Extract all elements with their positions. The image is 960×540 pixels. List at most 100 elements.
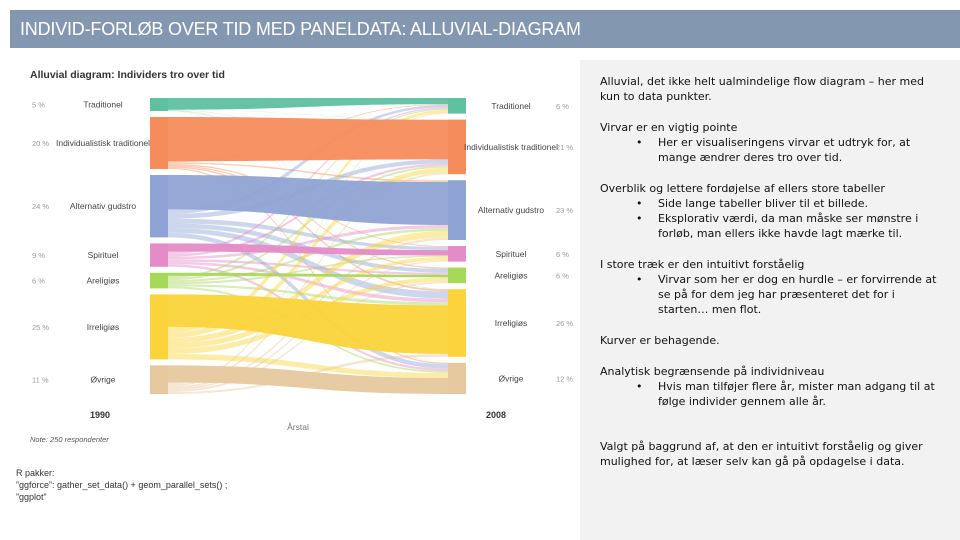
note-text: I store træk er den intuitivt forståelig bbox=[600, 258, 805, 271]
notes-list: Alluvial, det ikke helt ualmindelige flo… bbox=[600, 74, 945, 469]
note-bullet-text: Hvis man tilføjer flere år, mister man a… bbox=[658, 380, 935, 408]
node-label-1990: Individualistisk traditionel bbox=[56, 138, 150, 148]
pct-label-1990: 11 % bbox=[32, 376, 49, 385]
flow-5-to-0 bbox=[168, 109, 448, 333]
note-bullets: • Virvar som her er dog en hurdle – er fo… bbox=[600, 272, 945, 317]
flow-4-to-4 bbox=[168, 272, 448, 278]
node-2008-1 bbox=[448, 119, 466, 175]
x-tick-2008: 2008 bbox=[486, 410, 506, 420]
flow-5-to-6 bbox=[168, 353, 448, 378]
node-1990-4 bbox=[150, 272, 168, 289]
pct-label-2008: 6 % bbox=[556, 102, 569, 111]
flow-5-to-5 bbox=[168, 294, 448, 354]
r-packages-line-2: ”ggforce”: gather_set_data() + geom_para… bbox=[16, 480, 228, 490]
note-bullets: • Her er visualiseringens virvar et udtry… bbox=[600, 135, 945, 165]
node-2008-0 bbox=[448, 98, 466, 114]
note-text: Overblik og lettere fordøjelse af ellers… bbox=[600, 182, 885, 195]
pct-label-1990: 24 % bbox=[32, 202, 49, 211]
node-2008-2 bbox=[448, 180, 466, 240]
note-6: Analytisk begrænsende på individniveau • H… bbox=[600, 364, 945, 409]
node-label-2008: Øvrige bbox=[498, 373, 523, 383]
note-bullet-text: Side lange tabeller bliver til et billed… bbox=[658, 197, 869, 210]
flow-4-to-2 bbox=[168, 228, 448, 283]
chart-note: Note: 250 respondenter bbox=[30, 435, 109, 444]
pct-label-2008: 23 % bbox=[556, 206, 573, 215]
node-2008-4 bbox=[448, 267, 466, 284]
note-bullets: • Side lange tabeller bliver til et bille… bbox=[600, 196, 945, 241]
flow-6-to-1 bbox=[168, 172, 448, 387]
node-label-2008: Individualistisk traditionel bbox=[464, 142, 558, 152]
pct-label-1990: 20 % bbox=[32, 139, 49, 148]
slide-title: INDIVID-FORLØB OVER TID MED PANELDATA: A… bbox=[20, 19, 581, 39]
note-5: Kurver er behagende. bbox=[600, 333, 945, 348]
alluvial-chart-svg: Alluvial diagram: Individers tro over ti… bbox=[30, 69, 573, 444]
label-box-1990 bbox=[60, 197, 146, 216]
flow-0-to-3 bbox=[168, 110, 448, 247]
alluvial-chart: Alluvial diagram: Individers tro over ti… bbox=[20, 62, 580, 457]
note-bullet-item: • Virvar som her er dog en hurdle – er fo… bbox=[600, 272, 945, 317]
r-packages-line-3: ”ggplot” bbox=[16, 492, 47, 502]
note-text: Valgt på baggrund af, at den er intuitiv… bbox=[600, 440, 923, 468]
label-box-2008 bbox=[470, 266, 552, 285]
flow-0-to-0 bbox=[168, 98, 448, 110]
label-box-1990 bbox=[60, 95, 146, 114]
flow-2-to-2 bbox=[168, 175, 448, 226]
note-bullet-item: • Her er visualiseringens virvar et udtry… bbox=[600, 135, 945, 165]
flow-4-to-5 bbox=[168, 284, 448, 306]
r-packages-line-1: R pakker: bbox=[16, 468, 55, 478]
note-bullet-item: • Hvis man tilføjer flere år, mister man … bbox=[600, 379, 945, 409]
node-label-1990: Alternativ gudstro bbox=[70, 201, 136, 211]
note-3: Overblik og lettere fordøjelse af ellers… bbox=[600, 181, 945, 241]
node-label-2008: Areligiøs bbox=[494, 270, 527, 280]
bullet-icon: • bbox=[636, 212, 643, 225]
label-box-2008 bbox=[470, 244, 552, 263]
node-1990-6 bbox=[150, 365, 168, 394]
node-1990-0 bbox=[150, 98, 168, 111]
node-label-1990: Øvrige bbox=[90, 375, 115, 385]
label-box-1990 bbox=[60, 271, 146, 290]
pct-label-1990: 25 % bbox=[32, 323, 49, 332]
node-1990-3 bbox=[150, 243, 168, 267]
slide-title-bar: INDIVID-FORLØB OVER TID MED PANELDATA: A… bbox=[10, 10, 960, 48]
flow-1-to-1 bbox=[168, 117, 448, 162]
pct-label-2008: 6 % bbox=[556, 271, 569, 280]
bullet-icon: • bbox=[636, 136, 643, 149]
flow-6-to-6 bbox=[168, 365, 448, 394]
bullet-icon: • bbox=[636, 273, 643, 286]
node-label-1990: Spirituel bbox=[88, 250, 119, 260]
node-2008-6 bbox=[448, 362, 466, 394]
flows-group bbox=[168, 98, 448, 394]
flow-2-to-5 bbox=[168, 228, 448, 299]
node-label-1990: Areligiøs bbox=[86, 276, 119, 286]
flow-4-to-1 bbox=[168, 165, 448, 281]
label-box-1990 bbox=[60, 370, 146, 389]
bullet-icon: • bbox=[636, 197, 643, 210]
flow-2-to-3 bbox=[168, 218, 448, 251]
note-1: Alluvial, det ikke helt ualmindelige flo… bbox=[600, 74, 945, 104]
label-box-1990 bbox=[60, 317, 146, 336]
pct-label-2008: 12 % bbox=[556, 374, 573, 383]
label-box-1990 bbox=[60, 246, 146, 265]
note-bullet-text: Her er visualiseringens virvar et udtryk… bbox=[658, 136, 911, 164]
flow-1-to-6 bbox=[168, 167, 448, 365]
node-1990-2 bbox=[150, 175, 168, 238]
node-label-2008: Alternativ gudstro bbox=[478, 205, 544, 215]
flow-3-to-2 bbox=[168, 225, 448, 260]
r-packages-note: R pakker: ”ggforce”: gather_set_data() +… bbox=[16, 467, 227, 503]
note-bullet-text: Virvar som her er dog en hurdle – er for… bbox=[658, 273, 937, 316]
notes-panel bbox=[580, 60, 960, 540]
note-text: Alluvial, det ikke helt ualmindelige flo… bbox=[600, 75, 925, 103]
flow-1-to-2 bbox=[168, 162, 448, 183]
label-box-2008 bbox=[470, 137, 552, 156]
note-text: Analytisk begrænsende på individniveau bbox=[600, 365, 825, 378]
pct-label-1990: 6 % bbox=[32, 277, 45, 286]
node-1990-1 bbox=[150, 117, 168, 169]
flow-1-to-5 bbox=[168, 166, 448, 292]
note-text: Virvar er en vigtig pointe bbox=[600, 121, 738, 134]
node-label-1990: Traditionel bbox=[83, 100, 122, 110]
node-2008-3 bbox=[448, 246, 466, 262]
label-box-1990 bbox=[60, 134, 146, 152]
note-7: Valgt på baggrund af, at den er intuitiv… bbox=[600, 439, 945, 469]
flow-0-to-1 bbox=[168, 109, 448, 120]
flow-0-to-6 bbox=[168, 110, 448, 364]
